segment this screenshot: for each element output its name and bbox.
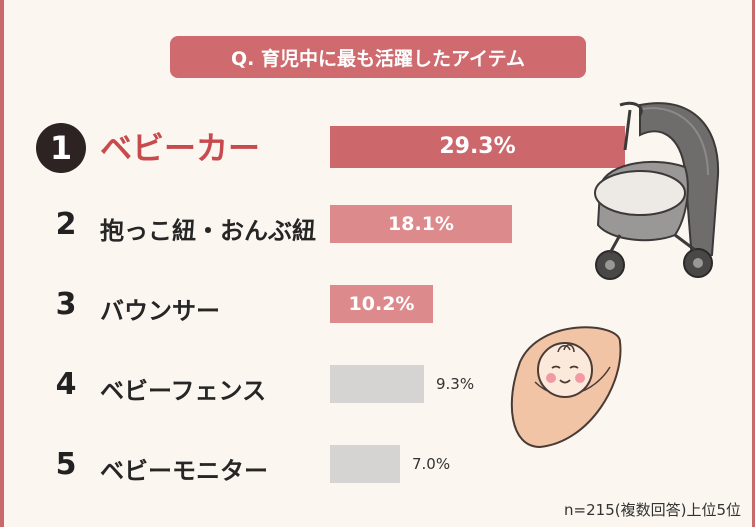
value-label-3: 10.2% <box>348 293 415 315</box>
value-label-5: 7.0% <box>412 455 451 473</box>
category-label-4: ベビーフェンス <box>100 377 267 405</box>
category-label-2: 抱っこ紐・おんぶ紐 <box>100 217 316 245</box>
value-label-4: 9.3% <box>436 375 475 393</box>
bar-4 <box>330 365 424 403</box>
stroller-illustration <box>594 101 720 280</box>
right-edge-stripe <box>752 0 755 527</box>
rank-number-5: 5 <box>55 447 77 482</box>
category-label-5: ベビーモニター <box>100 457 268 485</box>
bar-3 <box>330 285 433 323</box>
rank-number-2: 2 <box>55 207 77 242</box>
category-label-1: ベビーカー <box>100 129 261 167</box>
bar-2 <box>330 205 512 243</box>
value-label-1: 29.3% <box>439 134 516 159</box>
rank-badge-1: 1 <box>36 123 86 173</box>
left-edge-stripe <box>0 0 4 527</box>
value-label-2: 18.1% <box>388 213 454 235</box>
question-title: Q. 育児中に最も活躍したアイテム <box>170 36 586 78</box>
bar-5 <box>330 445 400 483</box>
rank-number-3: 3 <box>55 287 77 322</box>
bar-1 <box>330 126 625 168</box>
sample-size-note: n=215(複数回答)上位5位 <box>564 501 741 519</box>
baby-illustration <box>510 326 622 449</box>
rank-number-4: 4 <box>55 367 77 402</box>
category-label-3: バウンサー <box>100 297 220 325</box>
